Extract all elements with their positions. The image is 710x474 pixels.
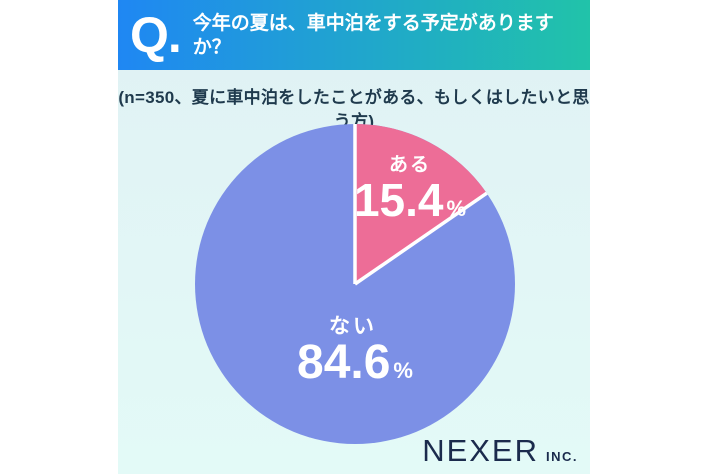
pie-chart-svg — [195, 124, 515, 444]
nexer-logo-main: NEXER — [422, 433, 539, 468]
q-mark: Q. — [130, 7, 182, 63]
pie-slice-aru — [355, 124, 487, 284]
slice-separator-diagonal — [354, 191, 488, 286]
nexer-logo: NEXER INC. — [422, 435, 578, 466]
nexer-logo-suffix: INC. — [546, 449, 578, 464]
question-banner: Q. 今年の夏は、車中泊をする予定がありますか？ — [118, 0, 590, 70]
survey-card: Q. 今年の夏は、車中泊をする予定がありますか？ (n=350、夏に車中泊をした… — [118, 0, 590, 474]
question-text: 今年の夏は、車中泊をする予定がありますか？ — [192, 13, 554, 58]
pie-chart — [195, 124, 515, 444]
